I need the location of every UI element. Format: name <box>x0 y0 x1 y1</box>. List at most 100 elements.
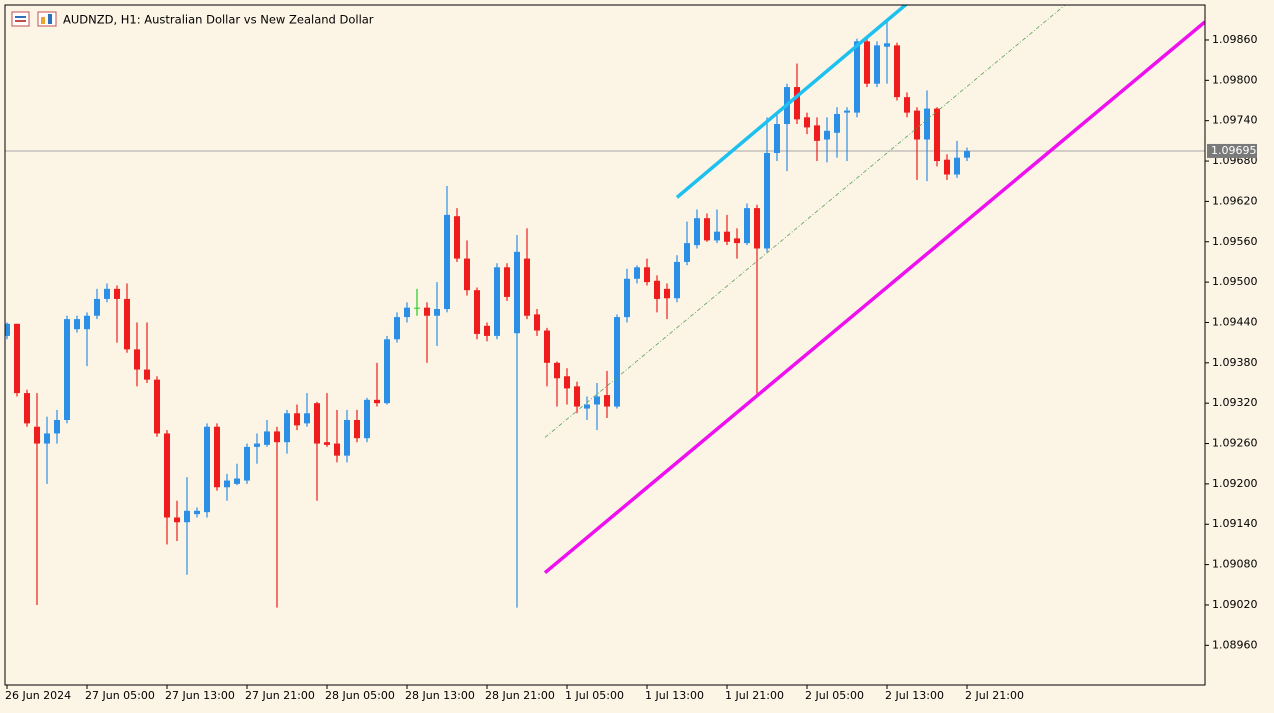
y-tick-label: 1.09740 <box>1212 114 1258 127</box>
candle-body <box>884 43 890 47</box>
candle-body <box>414 307 420 309</box>
y-tick-label: 1.09020 <box>1212 598 1258 611</box>
candle-body <box>314 403 320 444</box>
candle-body <box>944 159 950 175</box>
candle-body <box>934 108 940 162</box>
price-label: 1.09695 <box>1211 144 1257 157</box>
y-tick-label: 1.09620 <box>1212 194 1258 207</box>
candle-body <box>264 431 270 445</box>
candle-body <box>844 110 850 113</box>
icon <box>11 11 30 27</box>
icon-bar <box>41 17 45 24</box>
y-tick-label: 1.09440 <box>1212 315 1258 328</box>
y-tick-label: 1.09080 <box>1212 558 1258 571</box>
candle-body <box>484 325 490 336</box>
candle-body <box>5 323 10 336</box>
candle-body <box>384 339 390 404</box>
candle-body <box>754 208 760 249</box>
candle-body <box>194 510 200 515</box>
candle-body <box>894 45 900 98</box>
x-tick-label: 2 Jul 13:00 <box>885 689 944 702</box>
y-tick-label: 1.09860 <box>1212 33 1258 46</box>
candle-body <box>614 317 620 407</box>
x-tick-label: 28 Jun 05:00 <box>325 689 395 702</box>
candle-body <box>594 396 600 405</box>
candle-body <box>554 362 560 379</box>
y-tick-label: 1.09500 <box>1212 275 1258 288</box>
candle-body <box>464 258 470 291</box>
plot-border <box>4 4 1206 686</box>
x-tick-label: 27 Jun 13:00 <box>165 689 235 702</box>
candle-body <box>794 87 800 120</box>
candle-body <box>274 431 280 443</box>
candle-body <box>224 480 230 488</box>
x-tick-label: 28 Jun 21:00 <box>485 689 555 702</box>
candle-body <box>204 426 210 513</box>
candle-body <box>324 442 330 445</box>
candle-body <box>744 208 750 244</box>
x-tick-label: 26 Jun 2024 <box>5 689 71 702</box>
candle-body <box>64 319 70 420</box>
y-tick-label: 1.09260 <box>1212 437 1258 450</box>
x-tick-label: 2 Jul 05:00 <box>805 689 864 702</box>
candle-body <box>364 399 370 439</box>
candle-body <box>684 243 690 262</box>
candle-body <box>474 290 480 334</box>
trendline <box>543 20 1205 575</box>
candle-body <box>164 433 170 518</box>
candle-body <box>454 216 460 259</box>
candle-body <box>104 288 110 299</box>
candle-body <box>814 125 820 141</box>
candle-body <box>584 404 590 409</box>
candle-body <box>114 288 120 299</box>
candle-body <box>564 376 570 389</box>
x-tick-label: 2 Jul 21:00 <box>965 689 1024 702</box>
candle-body <box>174 517 180 523</box>
candle-body <box>304 413 310 424</box>
candle-body <box>954 157 960 175</box>
candle-body <box>84 315 90 330</box>
candle-body <box>964 150 970 158</box>
candle-body <box>374 399 380 404</box>
candle-body <box>444 214 450 310</box>
y-tick-label: 1.09560 <box>1212 235 1258 248</box>
icon-bar <box>48 14 52 24</box>
candle-body <box>494 267 500 336</box>
candle-body <box>184 510 190 523</box>
candle-body <box>424 307 430 316</box>
y-tick-label: 1.09140 <box>1212 517 1258 530</box>
candle-body <box>644 267 650 283</box>
candle-body <box>714 231 720 241</box>
candle-body <box>664 288 670 299</box>
candle-body <box>344 419 350 456</box>
candle-body <box>404 307 410 318</box>
candle-body <box>234 478 240 484</box>
candle-body <box>654 280 660 299</box>
candle-body <box>704 218 710 241</box>
candle-body <box>394 317 400 340</box>
candle-body <box>874 45 880 84</box>
candle-body <box>94 298 100 316</box>
candle-body <box>854 41 860 113</box>
candle-body <box>504 267 510 297</box>
candle-body <box>144 369 150 380</box>
candle-body <box>434 309 440 316</box>
candle-body <box>284 413 290 443</box>
x-tick-label: 1 Jul 21:00 <box>725 689 784 702</box>
candle-body <box>824 130 830 140</box>
candle-body <box>334 443 340 456</box>
candle-body <box>124 298 130 350</box>
candle-body <box>604 395 610 407</box>
candle-body <box>34 426 40 444</box>
trendline <box>675 5 909 199</box>
candle-body <box>634 267 640 279</box>
chart-title: AUDNZD, H1: Australian Dollar vs New Zea… <box>63 13 374 27</box>
candle-body <box>134 349 140 370</box>
icon <box>37 11 57 27</box>
y-tick-label: 1.09320 <box>1212 396 1258 409</box>
x-tick-label: 27 Jun 05:00 <box>85 689 155 702</box>
candle-body <box>924 108 930 140</box>
price-label-box <box>1207 143 1257 158</box>
candle-body <box>674 261 680 299</box>
